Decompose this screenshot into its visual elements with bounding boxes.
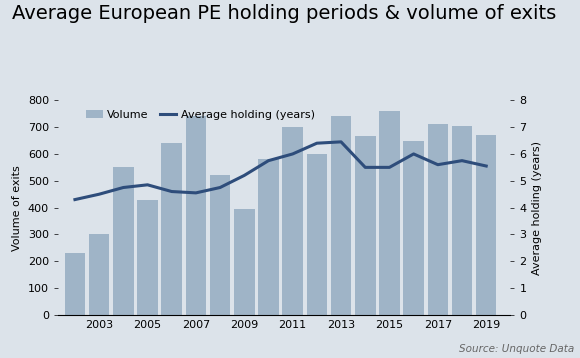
Bar <box>282 127 303 315</box>
Text: Average European PE holding periods & volume of exits: Average European PE holding periods & vo… <box>12 4 556 23</box>
Bar <box>379 111 400 315</box>
Y-axis label: Volume of exits: Volume of exits <box>12 165 22 251</box>
Bar <box>161 143 182 315</box>
Y-axis label: Average holding (years): Average holding (years) <box>532 141 542 275</box>
Bar <box>234 209 255 315</box>
Bar <box>355 136 375 315</box>
Bar <box>427 125 448 315</box>
Bar <box>331 116 351 315</box>
Bar <box>210 175 230 315</box>
Bar <box>452 126 472 315</box>
Bar <box>476 135 496 315</box>
Text: Source: Unquote Data: Source: Unquote Data <box>459 344 574 354</box>
Bar <box>89 234 110 315</box>
Bar <box>64 253 85 315</box>
Bar <box>137 200 158 315</box>
Bar <box>403 141 424 315</box>
Bar <box>307 154 327 315</box>
Bar <box>113 168 133 315</box>
Bar <box>186 116 206 315</box>
Bar <box>258 159 279 315</box>
Legend: Volume, Average holding (years): Volume, Average holding (years) <box>82 106 320 125</box>
